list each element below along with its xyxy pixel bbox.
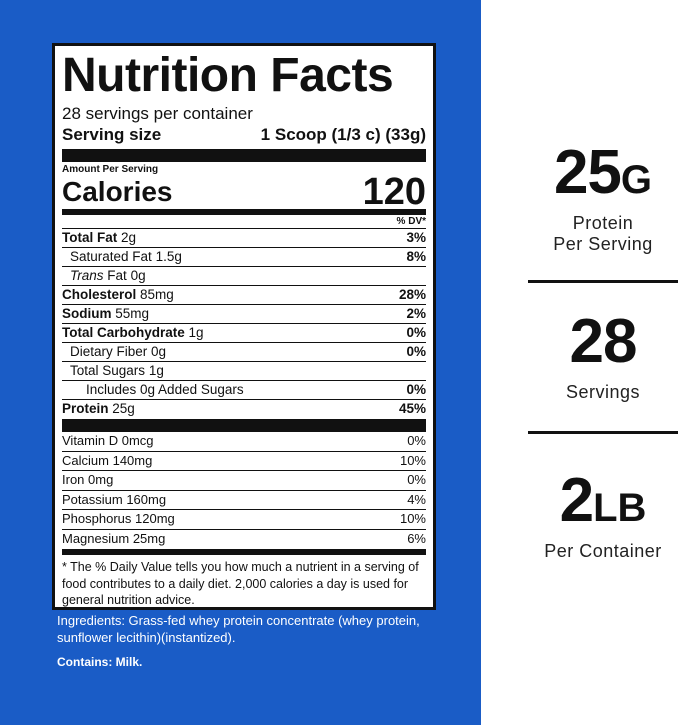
stat-value: 28 — [528, 309, 678, 382]
amount-per-serving: Amount Per Serving — [62, 164, 159, 175]
calories-label: Calories — [62, 176, 173, 207]
nutrient-name: Saturated Fat — [70, 249, 152, 264]
nutrient-name: Trans — [70, 268, 104, 283]
vitamin-dv: 10% — [399, 511, 426, 526]
stat-unit: LB — [593, 486, 647, 530]
nutrient-dv: 0% — [406, 344, 426, 359]
nutrient-dv: 2% — [406, 306, 426, 321]
nutrient-dv: 45% — [398, 401, 426, 416]
vitamin-amount: 0mcg — [121, 433, 154, 448]
vitamin-dv: 4% — [407, 491, 426, 507]
nutrient-amount: 1.5g — [155, 249, 182, 264]
nutrient-row-sodium: Sodium 55mg 2% — [62, 305, 426, 324]
vitamin-row-iron: Iron 0mg 0% — [62, 471, 426, 491]
nutrition-facts-label: Nutrition Facts 28 servings per containe… — [52, 43, 436, 610]
nutrient-dv: 0% — [406, 325, 426, 340]
vitamin-row-magnesium: Magnesium 25mg 6% — [62, 530, 426, 549]
allergen-contains-text: Contains: Milk. — [57, 655, 143, 669]
vitamin-name: Magnesium — [62, 530, 130, 546]
stat-value: 25G — [528, 140, 678, 213]
label-title: Nutrition Facts — [62, 49, 394, 102]
calories-value: 120 — [362, 171, 426, 213]
nutrient-amount: 25g — [112, 401, 135, 416]
nutrient-amount: 0g — [151, 344, 167, 359]
stat-number: 25 — [553, 138, 622, 207]
vitamin-row-calcium: Calcium 140mg 10% — [62, 452, 426, 471]
vitamin-dv: 10% — [399, 452, 426, 468]
vitamin-amount: 120mg — [135, 511, 175, 526]
vitamin-amount: 25mg — [132, 530, 166, 546]
nutrient-row-total-fat: Total Fat 2g 3% — [62, 229, 426, 248]
serving-size-label: Serving size — [62, 125, 162, 144]
nutrient-row-total-carbohydrate: Total Carbohydrate 1g 0% — [62, 324, 426, 343]
vitamin-dv: 6% — [407, 530, 426, 546]
nutrient-row-cholesterol: Cholesterol 85mg 28% — [62, 286, 426, 305]
nutrient-name: Cholesterol — [62, 287, 137, 302]
thick-divider — [62, 149, 426, 162]
nutrient-name: Sodium — [62, 306, 112, 321]
stat-container-weight: 2LB Per Container — [528, 468, 678, 562]
medium-divider — [62, 209, 426, 215]
serving-size-value: 1 Scoop (1/3 c) (33g) — [260, 125, 426, 144]
vitamin-name: Phosphorus — [62, 511, 132, 526]
nutrient-name: Total Carbohydrate — [62, 325, 185, 340]
stat-caption-line1: Per Container — [544, 541, 662, 561]
nutrient-amount: 2g — [121, 230, 137, 245]
vitamin-row-potassium: Potassium 160mg 4% — [62, 491, 426, 510]
servings-per-container: 28 servings per container — [62, 104, 253, 123]
stat-protein: 25G Protein Per Serving — [528, 140, 678, 255]
stat-servings: 28 Servings — [528, 309, 678, 403]
stat-caption-line1: Protein — [572, 213, 634, 233]
nutrient-name: Includes 0g Added Sugars — [86, 382, 244, 397]
stat-value: 2LB — [528, 468, 678, 541]
nutrient-dv: 3% — [406, 230, 426, 245]
nutrient-name: Total Fat — [62, 230, 118, 245]
vitamin-name: Potassium — [62, 491, 123, 507]
nutrient-row-added-sugars: Includes 0g Added Sugars 0% — [62, 381, 426, 400]
nutrient-dv: 28% — [398, 287, 426, 302]
stat-divider — [528, 280, 678, 283]
nutrient-amount: 55mg — [115, 306, 150, 321]
nutrient-row-protein: Protein 25g 45% — [62, 400, 426, 418]
vitamin-amount: 140mg — [112, 452, 153, 468]
vitamin-amount: 160mg — [126, 491, 167, 507]
serving-size-row: Serving size 1 Scoop (1/3 c) (33g) — [62, 124, 426, 146]
nutrient-dv: 0% — [406, 382, 426, 397]
nutrient-name-suffix: Fat — [107, 268, 127, 283]
daily-value-header: % DV* — [62, 215, 426, 229]
stat-number: 2 — [559, 466, 594, 535]
medium-divider — [62, 549, 426, 555]
nutrient-name: Total Sugars — [70, 363, 146, 378]
nutrient-dv: 8% — [406, 249, 426, 264]
vitamin-dv: 0% — [407, 433, 426, 448]
stat-number: 28 — [569, 307, 638, 376]
stat-unit: G — [620, 158, 653, 202]
nutrient-name: Dietary Fiber — [70, 344, 148, 359]
vitamin-name: Vitamin D — [62, 433, 119, 448]
vitamin-name: Iron — [62, 472, 85, 487]
nutrient-row-dietary-fiber: Dietary Fiber 0g 0% — [62, 343, 426, 362]
vitamin-name: Calcium — [62, 452, 109, 468]
vitamin-amount: 0mg — [88, 472, 114, 487]
stat-caption-line1: Servings — [565, 382, 641, 402]
nutrient-name: Protein — [62, 401, 109, 416]
nutrient-amount: 1g — [188, 325, 204, 340]
nutrient-amount: 85mg — [140, 287, 174, 302]
stat-caption-line2: Per Serving — [553, 234, 653, 254]
nutrient-row-total-sugars: Total Sugars 1g — [62, 362, 426, 381]
daily-value-footnote: * The % Daily Value tells you how much a… — [62, 560, 419, 607]
stat-divider — [528, 431, 678, 434]
vitamin-dv: 0% — [407, 472, 426, 487]
nutrient-row-trans-fat: Trans Fat 0g — [62, 267, 426, 286]
vitamin-row-vitamin-d: Vitamin D 0mcg 0% — [62, 432, 426, 452]
ingredients-text: Ingredients: Grass-fed whey protein conc… — [57, 613, 420, 645]
calories-row: Calories 120 — [62, 171, 426, 213]
thick-divider — [62, 419, 426, 432]
nutrient-amount: 0g — [130, 268, 146, 283]
nutrient-amount: 1g — [148, 363, 164, 378]
nutrient-row-saturated-fat: Saturated Fat 1.5g 8% — [62, 248, 426, 267]
vitamin-row-phosphorus: Phosphorus 120mg 10% — [62, 510, 426, 530]
